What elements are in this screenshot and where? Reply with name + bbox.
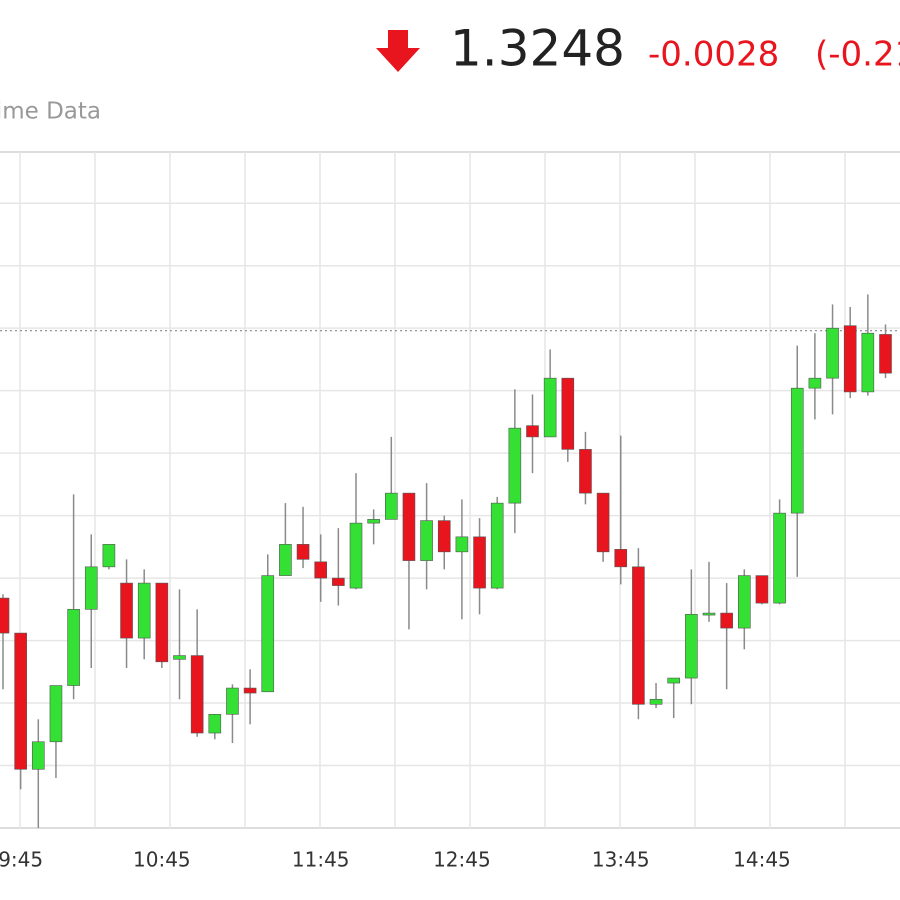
candle-body	[31, 741, 45, 770]
candle-body	[243, 687, 257, 694]
candle-body	[279, 544, 292, 576]
x-tick-label: 9:45	[0, 848, 43, 872]
x-tick-label: 11:45	[292, 848, 350, 872]
candle-body	[755, 575, 769, 604]
plot-frame	[0, 151, 900, 829]
candle-body	[437, 520, 451, 553]
candle-body	[261, 575, 275, 693]
candle-body	[737, 575, 751, 629]
candle-body	[296, 544, 310, 560]
change: -0.0028	[648, 35, 779, 75]
candle-body	[314, 561, 328, 579]
candle-body	[14, 632, 27, 770]
candle-body	[526, 425, 539, 438]
candle-body	[614, 549, 628, 568]
candle-body	[120, 582, 133, 639]
candle-body	[455, 536, 469, 553]
candle-body	[632, 566, 645, 705]
candle-body	[190, 655, 204, 734]
x-tick-label: 14:45	[733, 848, 791, 872]
subtitle: Real Time Data	[0, 99, 101, 125]
candle-body	[543, 377, 557, 438]
down-arrow	[376, 30, 420, 72]
candle-body	[420, 520, 433, 561]
candle-body	[349, 522, 363, 589]
candle-body	[84, 566, 98, 610]
candle-body	[596, 492, 610, 553]
candle-body	[402, 492, 416, 561]
candle-body	[473, 536, 486, 589]
candle-body	[649, 698, 663, 705]
candle-body	[67, 609, 80, 686]
price: 1.3248	[450, 20, 625, 78]
candle-body	[773, 512, 786, 604]
candle-body	[561, 377, 575, 450]
candle-body	[879, 334, 892, 374]
candle-body	[226, 687, 239, 715]
candle-body	[790, 387, 804, 514]
candle-body	[208, 713, 222, 734]
candle-body	[508, 427, 522, 504]
candle-body	[332, 577, 345, 586]
candle-body	[826, 327, 839, 379]
candle-body	[685, 614, 698, 679]
candle-body	[102, 544, 116, 568]
x-tick-label: 13:45	[592, 848, 650, 872]
change-percent: (-0.21%)	[815, 35, 900, 75]
candle-body	[173, 655, 186, 660]
candle-body	[155, 582, 169, 663]
candle-body	[490, 502, 504, 589]
candle-body	[843, 325, 857, 393]
candle-body	[861, 332, 875, 393]
candle-body	[137, 582, 151, 639]
candle-body	[367, 519, 380, 524]
x-tick-label: 12:45	[433, 848, 491, 872]
candle-body	[702, 612, 716, 616]
x-tick-label: 10:45	[133, 848, 191, 872]
candle-body	[0, 597, 10, 634]
candle-body	[579, 449, 592, 494]
candle-body	[808, 377, 822, 389]
candle-body	[49, 685, 63, 743]
candle-body	[720, 612, 733, 629]
candle-body	[667, 677, 681, 684]
candle-body	[384, 492, 398, 520]
